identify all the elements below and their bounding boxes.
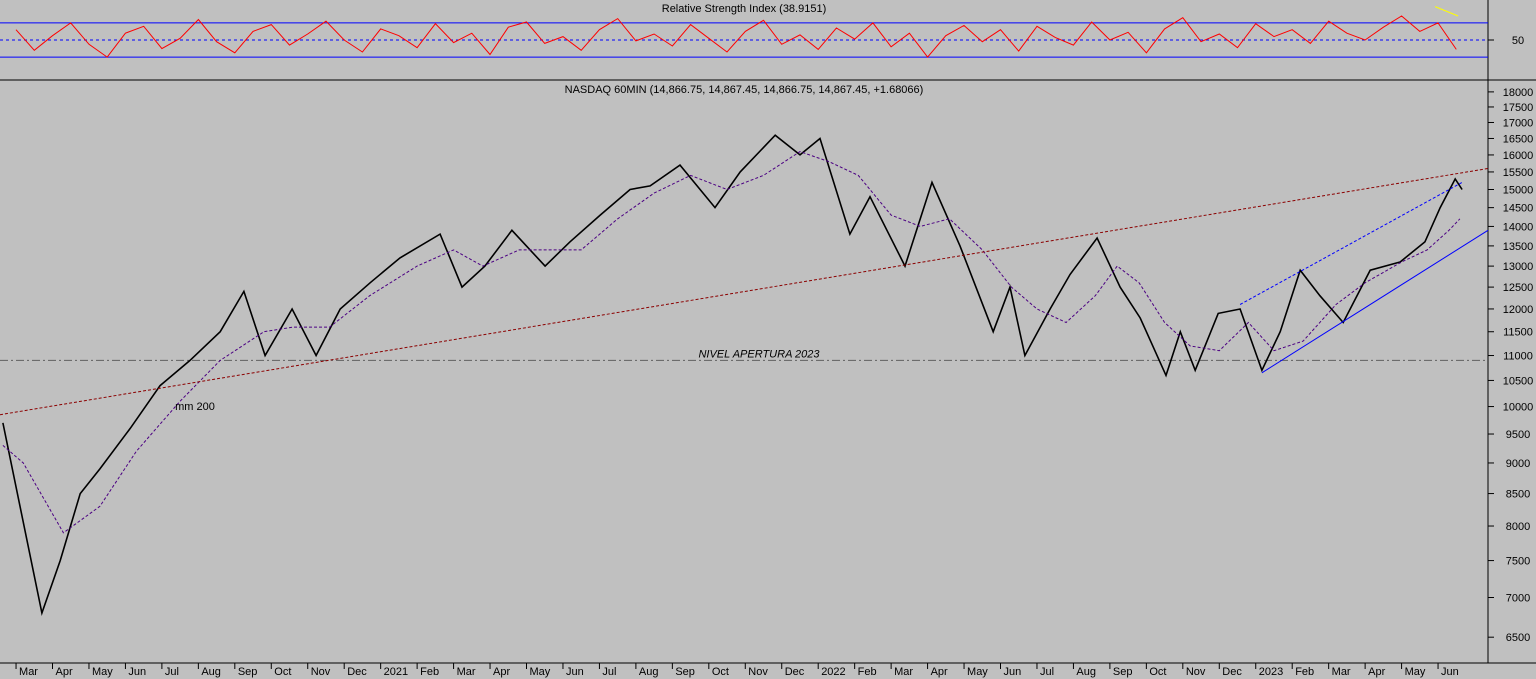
series-line (1261, 229, 1489, 374)
x-tick-label: Apr (1368, 666, 1385, 678)
y-tick-label: 11500 (1503, 327, 1533, 339)
y-tick-label: 7500 (1506, 555, 1530, 567)
x-tick-label: Feb (858, 666, 877, 678)
y-tick-label: 12000 (1503, 304, 1534, 316)
x-tick-label: Sep (238, 666, 258, 678)
x-tick-label: May (530, 666, 551, 678)
y-tick-label: 16000 (1503, 150, 1534, 162)
x-tick-label: Dec (785, 666, 805, 678)
series-line (15, 15, 1457, 58)
x-tick-label: 2021 (384, 666, 408, 678)
y-tick-label: 15000 (1503, 184, 1534, 196)
x-tick-label: Oct (274, 666, 291, 678)
x-tick-label: Jun (566, 666, 584, 678)
x-tick-label: Nov (311, 666, 331, 678)
y-tick-label: 17000 (1503, 117, 1534, 129)
x-tick-label: Sep (1113, 666, 1133, 678)
x-tick-label: Jun (1004, 666, 1022, 678)
series-line (0, 168, 1489, 416)
y-tick-label: 14000 (1503, 221, 1534, 233)
rsi-title: Relative Strength Index (38.9151) (662, 3, 827, 15)
series-line (1434, 6, 1459, 17)
x-tick-label: Nov (1186, 666, 1206, 678)
y-tick-label: 9500 (1506, 429, 1530, 441)
x-tick-label: Mar (457, 666, 476, 678)
x-tick-label: Jul (602, 666, 616, 678)
y-tick-label: 14500 (1503, 203, 1534, 215)
x-tick-label: Dec (1222, 666, 1242, 678)
x-tick-label: Jul (165, 666, 179, 678)
x-tick-label: Apr (56, 666, 73, 678)
y-tick-label: 13000 (1503, 261, 1534, 273)
y-tick-label: 10000 (1503, 401, 1534, 413)
x-tick-label: Mar (894, 666, 913, 678)
y-tick-label: 50 (1512, 35, 1524, 47)
x-tick-label: Dec (347, 666, 367, 678)
x-tick-label: Mar (1332, 666, 1351, 678)
series-line (2, 134, 1463, 617)
y-tick-label: 10500 (1503, 375, 1534, 387)
x-tick-label: Nov (748, 666, 768, 678)
y-tick-label: 18000 (1503, 87, 1534, 99)
y-tick-label: 8500 (1506, 488, 1530, 500)
x-tick-label: Feb (1295, 666, 1314, 678)
x-tick-label: Apr (931, 666, 948, 678)
x-tick-label: Jun (128, 666, 146, 678)
reference-label: NIVEL APERTURA 2023 (698, 348, 820, 360)
y-tick-label: 17500 (1503, 102, 1534, 114)
y-tick-label: 12500 (1503, 282, 1534, 294)
x-tick-label: Jul (1040, 666, 1054, 678)
series-label: mm 200 (175, 401, 215, 413)
x-tick-label: 2023 (1259, 666, 1283, 678)
x-tick-label: May (92, 666, 113, 678)
y-tick-label: 6500 (1506, 632, 1530, 644)
y-tick-label: 16500 (1503, 133, 1534, 145)
x-tick-label: Aug (1076, 666, 1096, 678)
x-tick-label: Oct (1149, 666, 1166, 678)
x-tick-label: Sep (675, 666, 695, 678)
y-tick-label: 7000 (1506, 592, 1530, 604)
price-title: NASDAQ 60MIN (14,866.75, 14,867.45, 14,8… (565, 84, 924, 96)
y-tick-label: 13500 (1503, 241, 1534, 253)
series-line (2, 151, 1461, 534)
x-tick-label: Apr (493, 666, 510, 678)
y-tick-label: 15500 (1503, 167, 1534, 179)
x-tick-label: May (967, 666, 988, 678)
y-tick-label: 9000 (1506, 458, 1530, 470)
y-tick-label: 11000 (1503, 350, 1533, 362)
x-tick-label: Mar (19, 666, 38, 678)
x-tick-label: 2022 (821, 666, 845, 678)
x-tick-label: Aug (639, 666, 659, 678)
y-tick-label: 8000 (1506, 521, 1530, 533)
series-line (1239, 181, 1463, 305)
x-tick-label: Aug (201, 666, 221, 678)
x-tick-label: Oct (712, 666, 729, 678)
x-tick-label: Feb (420, 666, 439, 678)
x-tick-label: Jun (1441, 666, 1459, 678)
x-tick-label: May (1405, 666, 1426, 678)
